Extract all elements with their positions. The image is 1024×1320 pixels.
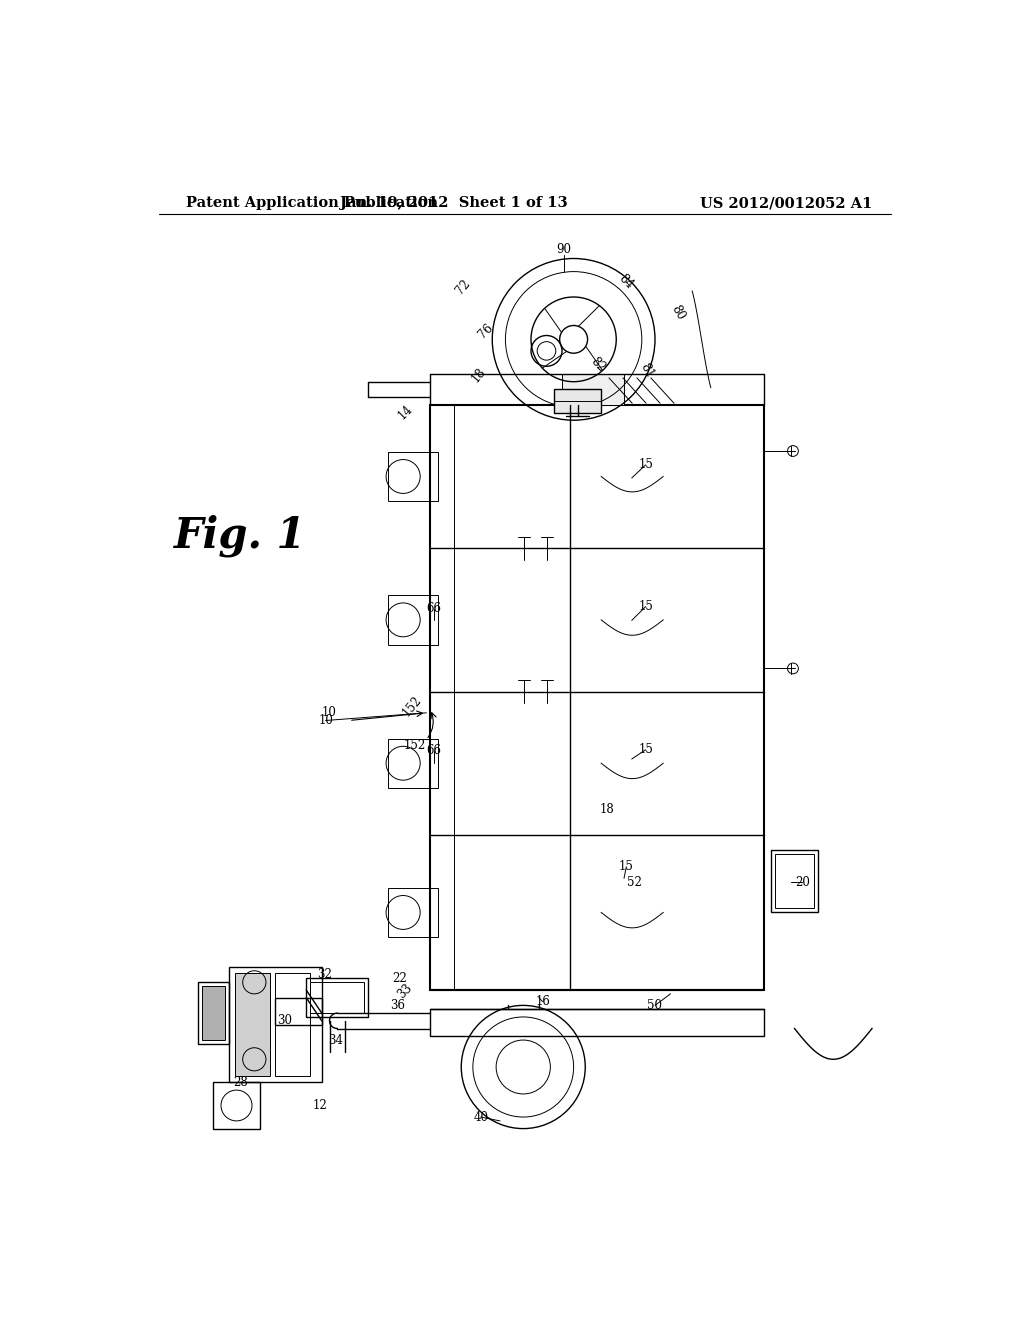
Text: 15: 15 — [618, 861, 634, 874]
Text: 50: 50 — [647, 999, 663, 1012]
Text: 82: 82 — [588, 355, 607, 375]
Text: Fig. 1: Fig. 1 — [174, 515, 306, 557]
Bar — [562, 374, 625, 405]
Text: 20: 20 — [795, 875, 810, 888]
Text: 32: 32 — [316, 968, 332, 981]
Bar — [430, 1010, 764, 1036]
Text: Patent Application Publication: Patent Application Publication — [186, 197, 438, 210]
Bar — [388, 739, 438, 788]
Text: 14: 14 — [395, 403, 416, 422]
Text: 10: 10 — [318, 714, 333, 727]
Bar — [275, 998, 322, 1024]
Text: 76: 76 — [476, 322, 496, 342]
Bar — [306, 978, 369, 1016]
Bar — [310, 982, 365, 1014]
Bar — [234, 973, 270, 1076]
Text: 81: 81 — [638, 360, 656, 380]
Text: 33: 33 — [395, 982, 415, 1002]
Text: 12: 12 — [312, 1100, 328, 1111]
Text: 152: 152 — [403, 739, 426, 751]
Text: 52: 52 — [627, 875, 641, 888]
Bar — [388, 888, 438, 937]
Text: 15: 15 — [638, 601, 653, 612]
Text: 10: 10 — [323, 706, 337, 719]
Bar — [775, 854, 814, 908]
Bar — [275, 973, 310, 1076]
Text: 36: 36 — [390, 999, 406, 1012]
Text: Jan. 19, 2012  Sheet 1 of 13: Jan. 19, 2012 Sheet 1 of 13 — [340, 197, 567, 210]
Text: 80: 80 — [669, 302, 687, 322]
Text: 30: 30 — [278, 1014, 292, 1027]
Bar — [771, 850, 818, 912]
Text: US 2012/0012052 A1: US 2012/0012052 A1 — [699, 197, 872, 210]
Text: 28: 28 — [233, 1076, 248, 1089]
Bar — [202, 986, 225, 1040]
Text: 152: 152 — [400, 694, 425, 719]
Text: 18: 18 — [469, 366, 488, 385]
Text: 34: 34 — [329, 1034, 343, 1047]
Bar — [228, 966, 322, 1082]
Text: 66: 66 — [427, 602, 441, 615]
Text: 66: 66 — [427, 744, 441, 758]
Bar — [213, 1082, 260, 1129]
Bar — [430, 405, 764, 990]
Text: 90: 90 — [556, 243, 571, 256]
Text: 18: 18 — [600, 803, 614, 816]
Text: 15: 15 — [638, 458, 653, 471]
Bar — [554, 389, 601, 413]
Bar — [198, 982, 228, 1044]
Bar — [388, 595, 438, 644]
Text: 16: 16 — [536, 995, 550, 1008]
Text: 15: 15 — [638, 743, 653, 756]
Text: 84: 84 — [616, 272, 636, 292]
Text: 40: 40 — [473, 1110, 488, 1123]
Bar — [388, 451, 438, 502]
Text: 72: 72 — [454, 277, 473, 297]
Text: 22: 22 — [392, 972, 407, 985]
